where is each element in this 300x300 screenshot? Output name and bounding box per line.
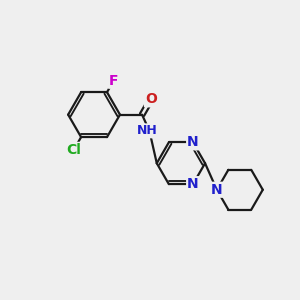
Text: N: N	[187, 135, 199, 149]
Text: N: N	[211, 183, 223, 197]
Text: Cl: Cl	[66, 143, 81, 157]
Text: F: F	[109, 74, 118, 88]
Text: O: O	[145, 92, 157, 106]
Text: NH: NH	[137, 124, 158, 137]
Text: N: N	[187, 177, 199, 191]
